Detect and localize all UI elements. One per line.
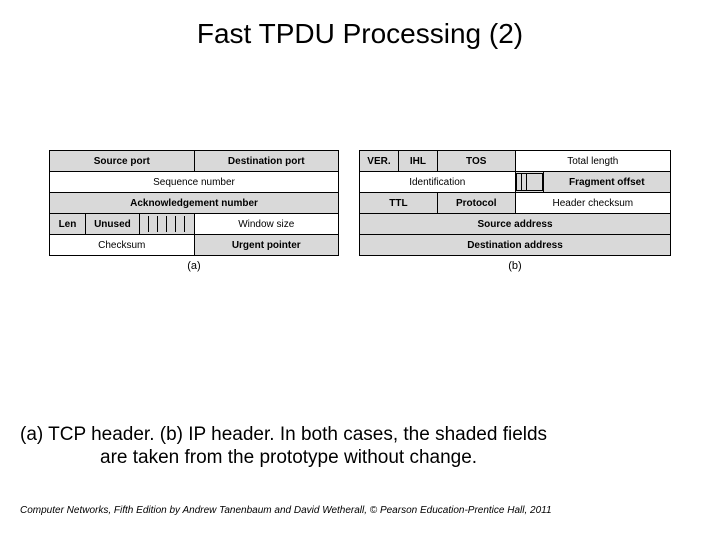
tcp-header-diagram: Source port Destination port Sequence nu… bbox=[49, 150, 339, 272]
footer-credit: Computer Networks, Fifth Edition by Andr… bbox=[20, 505, 700, 516]
ip-identification: Identification bbox=[360, 172, 516, 193]
tcp-flags bbox=[139, 214, 194, 235]
tcp-len: Len bbox=[50, 214, 86, 235]
tcp-caption: (a) bbox=[49, 260, 339, 272]
slide-title: Fast TPDU Processing (2) bbox=[0, 0, 720, 50]
tcp-urgent-ptr: Urgent pointer bbox=[194, 235, 338, 256]
ip-ttl: TTL bbox=[360, 193, 438, 214]
ip-flags bbox=[515, 172, 543, 193]
ip-tos: TOS bbox=[437, 151, 515, 172]
ip-ver: VER. bbox=[360, 151, 399, 172]
ip-header-diagram: VER. IHL TOS Total length Identification… bbox=[359, 150, 671, 272]
ip-ihl: IHL bbox=[398, 151, 437, 172]
tcp-seq-num: Sequence number bbox=[50, 172, 339, 193]
caption-line-1: (a) TCP header. (b) IP header. In both c… bbox=[20, 424, 547, 445]
tcp-dest-port: Destination port bbox=[194, 151, 338, 172]
tcp-checksum: Checksum bbox=[50, 235, 195, 256]
ip-caption: (b) bbox=[359, 260, 671, 272]
ip-total-length: Total length bbox=[515, 151, 670, 172]
tcp-source-port: Source port bbox=[50, 151, 195, 172]
tcp-unused: Unused bbox=[85, 214, 139, 235]
caption-line-2: are taken from the prototype without cha… bbox=[20, 447, 477, 468]
ip-fragment-offset: Fragment offset bbox=[543, 172, 671, 193]
tcp-ack-num: Acknowledgement number bbox=[50, 193, 339, 214]
ip-source-address: Source address bbox=[360, 214, 671, 235]
diagram-container: Source port Destination port Sequence nu… bbox=[0, 150, 720, 272]
ip-dest-address: Destination address bbox=[360, 235, 671, 256]
figure-caption: (a) TCP header. (b) IP header. In both c… bbox=[20, 423, 700, 471]
ip-protocol: Protocol bbox=[437, 193, 515, 214]
ip-header-checksum: Header checksum bbox=[515, 193, 670, 214]
tcp-window-size: Window size bbox=[194, 214, 338, 235]
